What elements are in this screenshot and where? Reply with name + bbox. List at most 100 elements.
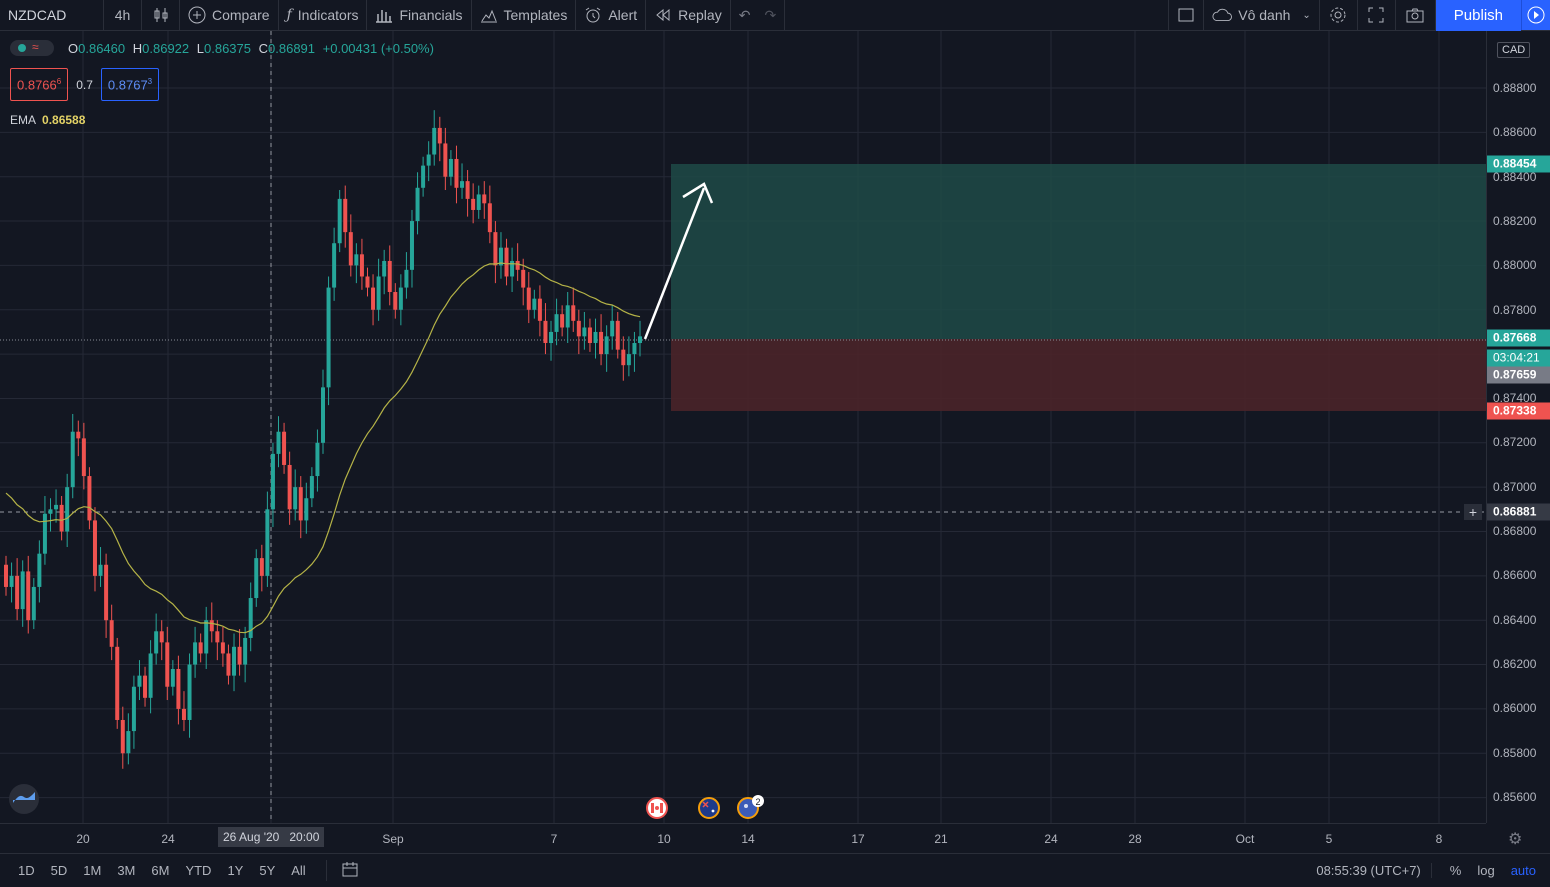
candle-body: [565, 305, 570, 328]
redo-icon[interactable]: ↷: [764, 6, 777, 23]
price-tick: 0.86600: [1493, 568, 1537, 582]
sell-button[interactable]: 0.87666: [10, 68, 69, 102]
candle-body: [615, 320, 620, 350]
symbol-search-button[interactable]: NZDCAD: [0, 0, 104, 30]
candle-body: [448, 158, 453, 177]
time-tick: 5: [1325, 832, 1333, 846]
candle-body: [293, 487, 298, 510]
square-icon: [1178, 8, 1194, 22]
eye-dot-icon: [18, 44, 26, 52]
event-nz-flag-icon[interactable]: [698, 797, 720, 819]
layout-button[interactable]: [1167, 0, 1204, 30]
candle-body: [365, 276, 370, 288]
financials-button[interactable]: Financials: [367, 0, 472, 30]
tradingview-logo[interactable]: [9, 784, 39, 814]
range-1y[interactable]: 1Y: [227, 863, 244, 878]
clock[interactable]: 08:55:39 (UTC+7): [1316, 863, 1432, 878]
range-6m[interactable]: 6M: [151, 863, 170, 878]
candle-body: [587, 327, 592, 344]
templates-icon: [480, 9, 497, 23]
indicators-button[interactable]: ƒ Indicators: [279, 0, 368, 30]
price-axis[interactable]: CAD 0.88800 0.88600 0.88400 0.88200 0.88…: [1486, 31, 1550, 823]
candle-body: [42, 513, 47, 554]
high-value: 0.86922: [142, 40, 190, 56]
candle-body: [465, 181, 470, 199]
candle-body: [376, 276, 381, 310]
candle-body: [259, 558, 264, 576]
undo-icon[interactable]: ↶: [738, 6, 751, 23]
candle-body: [482, 194, 487, 204]
auto-toggle[interactable]: auto: [1510, 863, 1536, 878]
ohlc-values: O0.86460 H0.86922 L0.86375 C0.86891 +0.0…: [68, 40, 434, 56]
settings-button[interactable]: [1320, 0, 1358, 30]
candle-body: [70, 431, 75, 488]
price-tick: 0.88000: [1493, 258, 1537, 272]
time-tick: 24: [161, 832, 175, 846]
candle-body: [321, 387, 325, 443]
stop-price-tag: 0.87338: [1487, 402, 1550, 420]
playback-button[interactable]: [1521, 0, 1550, 30]
alert-label: Alert: [608, 7, 638, 23]
forecast-arrow[interactable]: [643, 182, 714, 340]
layout-name-button[interactable]: Vô danh ⌄: [1204, 0, 1320, 30]
time-tick: 7: [550, 832, 558, 846]
publish-button[interactable]: Publish: [1435, 0, 1521, 31]
interval-button[interactable]: 4h: [104, 0, 142, 30]
chart-type-button[interactable]: [142, 0, 180, 30]
range-all[interactable]: All: [291, 863, 306, 878]
event-canada-flag-icon[interactable]: [646, 797, 668, 819]
compare-button[interactable]: Compare: [180, 0, 279, 30]
snapshot-button[interactable]: [1396, 0, 1436, 30]
candle-body: [59, 504, 64, 532]
range-5d[interactable]: 5D: [50, 863, 68, 878]
candle-body: [198, 642, 203, 654]
candle-body: [309, 476, 314, 499]
candle-body: [593, 331, 598, 344]
alert-button[interactable]: Alert: [576, 0, 647, 30]
candle-body: [215, 631, 220, 643]
range-5y[interactable]: 5Y: [259, 863, 276, 878]
range-1m[interactable]: 1M: [83, 863, 102, 878]
open-value: 0.86460: [78, 40, 126, 56]
percent-toggle[interactable]: %: [1449, 863, 1462, 878]
candle-body: [576, 320, 581, 337]
time-axis[interactable]: 20 24 Sep 7 10 14 17 21 24 28 Oct 5 8 26…: [0, 823, 1522, 854]
time-axis-settings-icon[interactable]: ⚙: [1508, 831, 1523, 848]
range-ytd[interactable]: YTD: [185, 863, 212, 878]
range-1d[interactable]: 1D: [18, 863, 35, 878]
bottom-toolbar: 1D 5D 1M 3M 6M YTD 1Y 5Y All 08:55:39 (U…: [0, 853, 1550, 887]
candle-body: [526, 287, 531, 310]
chart-pane[interactable]: 2: [0, 31, 1486, 823]
candle-body: [560, 314, 565, 328]
goto-date-button[interactable]: [325, 860, 359, 881]
candle-body: [387, 260, 392, 293]
series-visibility-toggle[interactable]: ≈: [10, 40, 54, 56]
price-tick: 0.88800: [1493, 81, 1537, 95]
replay-button[interactable]: Replay: [646, 0, 731, 30]
fullscreen-button[interactable]: [1358, 0, 1396, 30]
candle-body: [471, 198, 476, 210]
candle-body: [54, 504, 59, 510]
candle-body: [454, 158, 459, 188]
candle-body: [371, 287, 376, 310]
ema-legend[interactable]: EMA 0.86588: [10, 113, 434, 127]
replay-label: Replay: [678, 7, 722, 23]
candle-body: [354, 254, 359, 266]
templates-button[interactable]: Templates: [472, 0, 577, 30]
candle-body: [254, 558, 259, 599]
candle-body: [48, 509, 53, 514]
buy-button[interactable]: 0.87673: [100, 68, 160, 102]
price-tick: 0.86400: [1493, 613, 1537, 627]
close-value: 0.86891: [268, 40, 316, 56]
price-tick: 0.87200: [1493, 435, 1537, 449]
profit-zone: [671, 164, 1486, 339]
candle-body: [515, 260, 520, 270]
add-crosshair-plus-icon[interactable]: +: [1464, 504, 1482, 520]
interval-label: 4h: [114, 7, 131, 23]
candle-body: [337, 198, 342, 244]
log-toggle[interactable]: log: [1477, 863, 1495, 878]
range-3m[interactable]: 3M: [117, 863, 136, 878]
event-nz-flag-icon-2[interactable]: 2: [737, 795, 764, 819]
time-tick: 24: [1044, 832, 1058, 846]
candle-body: [432, 127, 437, 155]
